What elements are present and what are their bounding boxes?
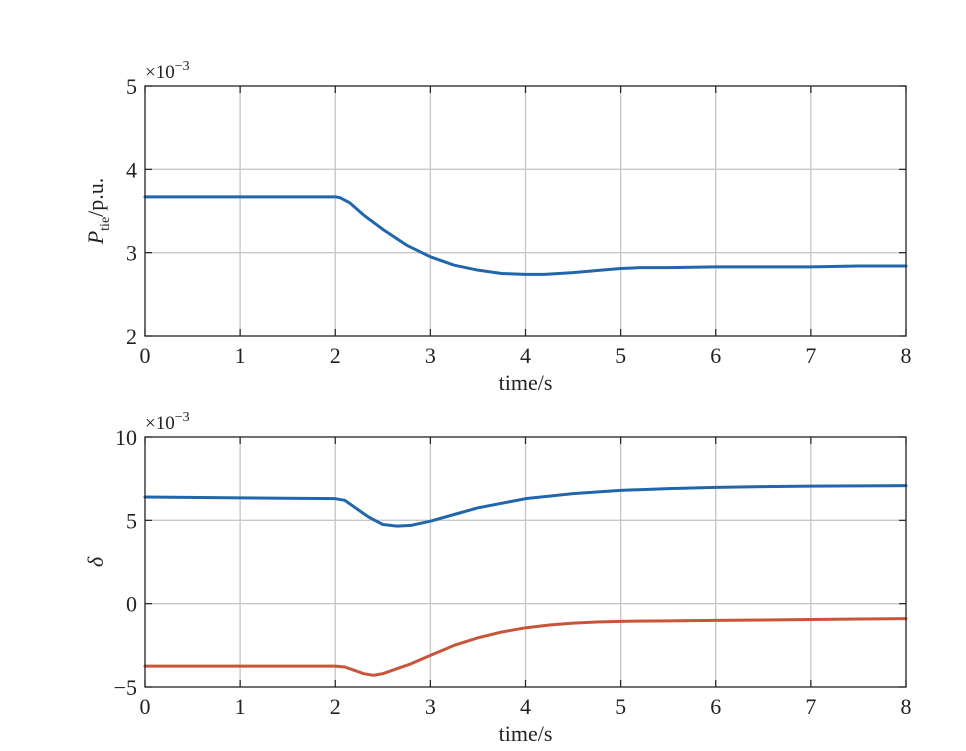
x-tick-label: 7 bbox=[805, 343, 816, 368]
y-tick-label: 3 bbox=[126, 241, 137, 266]
x-tick-label: 8 bbox=[901, 694, 912, 719]
y-tick-label: 5 bbox=[126, 508, 137, 533]
exponent-label: ×10−3 bbox=[145, 59, 190, 83]
y-tick-label: 5 bbox=[126, 74, 137, 99]
x-tick-label: 2 bbox=[330, 694, 341, 719]
y-tick-label: 2 bbox=[126, 324, 137, 349]
y-tick-label: 0 bbox=[126, 592, 137, 617]
x-tick-label: 1 bbox=[235, 694, 246, 719]
series-line-1 bbox=[143, 617, 908, 677]
x-tick-label: 5 bbox=[615, 343, 626, 368]
series-line-0 bbox=[143, 484, 908, 528]
y-axis-label: Ptie/p.u. bbox=[83, 178, 113, 246]
x-tick-label: 4 bbox=[520, 694, 531, 719]
y-tick-label: 10 bbox=[115, 425, 137, 450]
y-axis-label: δ bbox=[83, 556, 108, 567]
x-tick-label: 5 bbox=[615, 694, 626, 719]
x-tick-label: 2 bbox=[330, 343, 341, 368]
ptie-panel: 0 1 2 3 4 5 6 7 8 2 3 4 5 ×10−3 time/s Ptie/p.u. bbox=[83, 59, 912, 395]
y-tick-label: 4 bbox=[126, 157, 137, 182]
x-tick-label: 1 bbox=[235, 343, 246, 368]
x-tick-label: 0 bbox=[140, 694, 151, 719]
series-line-0 bbox=[143, 195, 908, 276]
exponent-label: ×10−3 bbox=[145, 410, 190, 434]
x-tick-label: 6 bbox=[710, 343, 721, 368]
x-tick-label: 4 bbox=[520, 343, 531, 368]
x-axis-label: time/s bbox=[499, 370, 553, 395]
x-axis-label: time/s bbox=[499, 721, 553, 746]
x-tick-label: 8 bbox=[901, 343, 912, 368]
x-tick-label: 0 bbox=[140, 343, 151, 368]
x-tick-label: 3 bbox=[425, 343, 436, 368]
y-tick-label: −5 bbox=[114, 675, 137, 700]
x-tick-label: 7 bbox=[805, 694, 816, 719]
x-tick-label: 3 bbox=[425, 694, 436, 719]
x-tick-label: 6 bbox=[710, 694, 721, 719]
